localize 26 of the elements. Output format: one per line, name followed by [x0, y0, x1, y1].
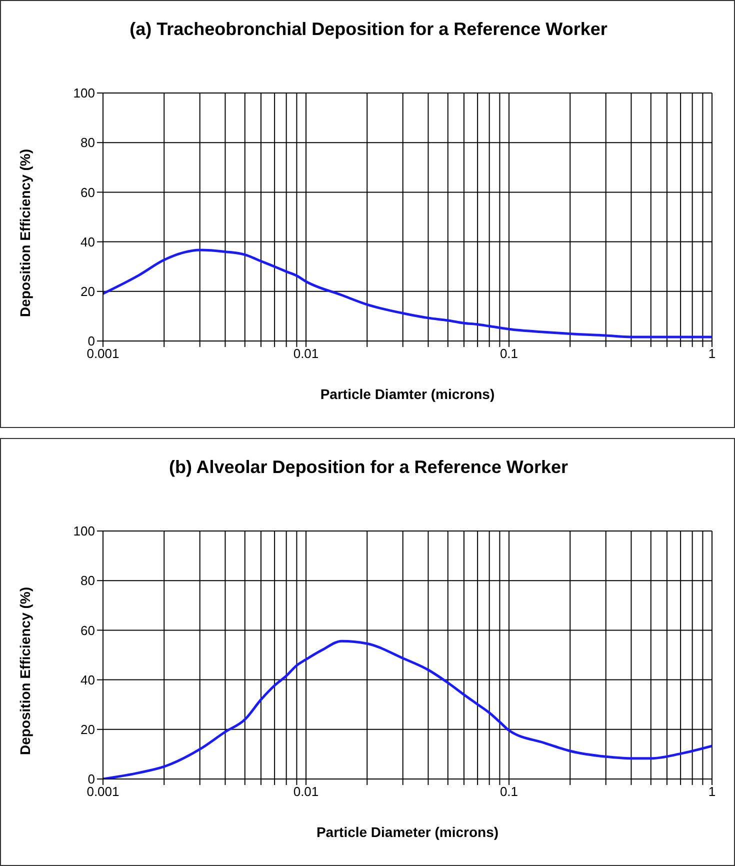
y-axis-title: Deposition Efficiency (%) [16, 586, 33, 755]
y-tick-label: 100 [73, 86, 95, 101]
y-tick-label: 80 [80, 573, 95, 588]
y-tick-label: 100 [73, 524, 95, 539]
x-tick-label: 0.01 [293, 346, 319, 362]
y-tick-label: 20 [80, 722, 95, 738]
x-tick-label: 0.001 [86, 346, 120, 362]
x-tick-label: 0.1 [500, 346, 518, 362]
y-tick-label: 40 [80, 672, 95, 688]
y-tick-label: 0 [88, 334, 95, 349]
chart-title: (b) Alveolar Deposition for a Reference Worker [168, 457, 570, 478]
x-tick-label: 0.001 [86, 784, 120, 800]
x-tick-label: 1 [708, 346, 716, 362]
y-tick-label: 40 [80, 234, 95, 250]
y-tick-label: 60 [80, 184, 95, 200]
x-tick-label: 0.01 [293, 784, 319, 800]
x-tick-label: 1 [708, 784, 716, 800]
y-axis-title: Deposition Efficiency (%) [16, 148, 33, 317]
y-tick-label: 80 [80, 135, 95, 150]
y-tick-label: 20 [80, 284, 95, 300]
y-tick-label: 60 [80, 622, 95, 638]
chart-title: (a) Tracheobronchial Deposition for a Reference Worker [128, 19, 608, 40]
y-tick-label: 0 [88, 772, 95, 787]
x-axis-title: Particle Diamter (microns) [320, 386, 495, 402]
x-tick-label: 0.1 [500, 784, 518, 800]
x-axis-title: Particle Diameter (microns) [316, 824, 499, 840]
